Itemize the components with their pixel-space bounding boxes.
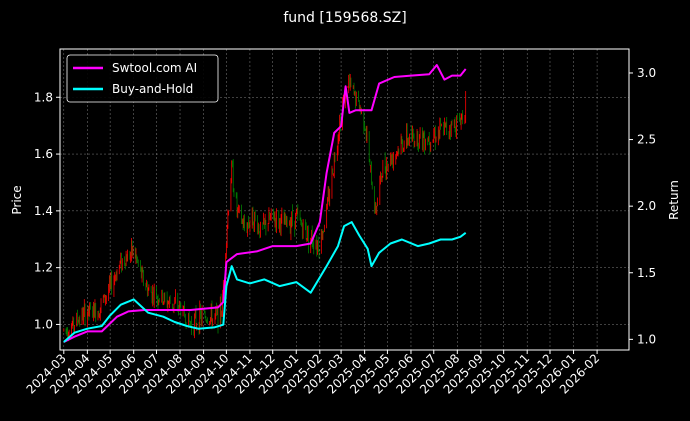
chart-title: fund [159568.SZ] [283, 10, 406, 26]
y-left-tick-label: 1.0 [34, 317, 53, 331]
legend: Swtool.com AI Buy-and-Hold [66, 54, 219, 103]
y-axis-left: 1.0 1.2 1.4 1.6 1.8 [34, 90, 60, 331]
legend-label-buyhold: Buy-and-Hold [112, 82, 193, 96]
y-right-tick-label: 1.0 [637, 332, 656, 346]
series-line-strategy [63, 64, 467, 343]
plot-frame [59, 48, 630, 351]
legend-label-strategy: Swtool.com AI [112, 61, 197, 75]
y-axis-label-right: Return [667, 180, 681, 220]
series-lines [63, 64, 467, 343]
series-line-buyhold [63, 221, 467, 343]
y-right-tick-label: 2.5 [637, 133, 656, 147]
y-axis-right: 1.0 1.5 2.0 2.5 3.0 [629, 66, 656, 346]
price-bars [63, 73, 467, 342]
y-right-tick-label: 1.5 [637, 266, 656, 280]
y-right-tick-label: 3.0 [637, 66, 656, 80]
y-axis-label-left: Price [10, 185, 24, 214]
y-left-tick-label: 1.8 [34, 90, 53, 104]
y-right-tick-label: 2.0 [637, 199, 656, 213]
y-left-tick-label: 1.6 [34, 147, 53, 161]
legend-box [66, 54, 219, 103]
y-left-tick-label: 1.2 [34, 261, 53, 275]
y-left-tick-label: 1.4 [34, 204, 53, 218]
